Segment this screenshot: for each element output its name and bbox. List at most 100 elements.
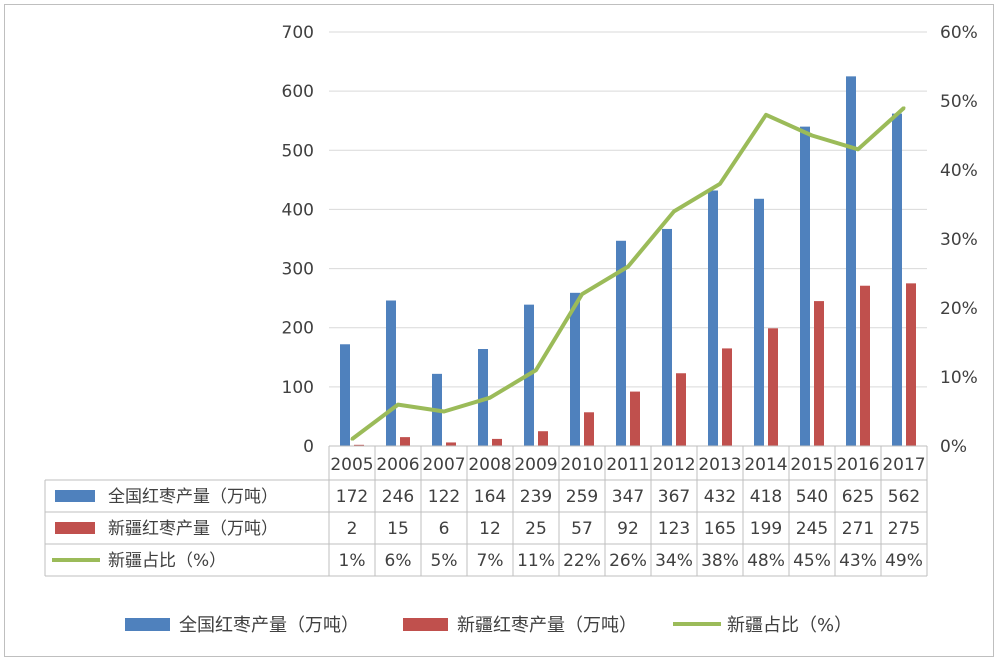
table-cell: 625 — [842, 487, 874, 507]
bar-national — [708, 190, 718, 446]
table-legend-key — [55, 522, 95, 534]
table-cell: 562 — [888, 487, 920, 507]
table-cell: 172 — [336, 487, 368, 507]
bar-xinjiang — [354, 444, 364, 446]
x-tick-label: 2011 — [606, 455, 649, 475]
x-tick-label: 2005 — [330, 455, 373, 475]
table-cell: 6% — [385, 551, 412, 571]
table-cell: 7% — [477, 551, 504, 571]
bar-xinjiang — [906, 283, 916, 446]
bar-national — [754, 198, 764, 446]
line-share-point — [810, 134, 814, 137]
legend-key — [125, 618, 170, 631]
bar-xinjiang — [814, 301, 824, 446]
bar-national — [478, 349, 488, 446]
table-cell: 122 — [428, 487, 460, 507]
table-row-label: 新疆占比（%） — [108, 551, 226, 571]
table-cell: 164 — [474, 487, 506, 507]
bar-xinjiang — [722, 348, 732, 446]
bar-xinjiang — [768, 328, 778, 446]
y-left-tick-label: 400 — [282, 200, 314, 220]
table-cell: 15 — [387, 519, 409, 539]
y-left-tick-label: 200 — [282, 319, 314, 339]
table-cell: 199 — [750, 519, 782, 539]
line-share-point — [350, 437, 354, 441]
bar-national — [616, 240, 626, 446]
x-tick-label: 2015 — [790, 455, 833, 475]
line-share-point — [580, 292, 584, 296]
table-cell: 432 — [704, 487, 736, 507]
table-cell: 123 — [658, 519, 690, 539]
x-tick-label: 2008 — [468, 455, 511, 475]
table-cell: 25 — [525, 519, 547, 539]
line-share-point — [488, 396, 492, 400]
y-right-tick-label: 60% — [940, 23, 978, 43]
table-cell: 275 — [888, 519, 920, 539]
chart-frame — [4, 4, 994, 657]
legend-label: 新疆红枣产量（万吨） — [457, 615, 637, 636]
line-share-point — [856, 147, 860, 151]
bar-national — [340, 344, 350, 446]
bar-xinjiang — [676, 373, 686, 446]
line-share-point — [534, 368, 538, 372]
table-cell: 12 — [479, 519, 501, 539]
line-share-point — [764, 113, 768, 117]
bar-xinjiang — [630, 391, 640, 446]
line-share-point — [442, 410, 446, 413]
table-cell: 1% — [339, 551, 366, 571]
y-right-tick-label: 50% — [940, 92, 978, 112]
bar-national — [570, 292, 580, 446]
table-legend-key — [55, 490, 95, 502]
line-share-point — [902, 106, 906, 110]
table-cell: 540 — [796, 487, 828, 507]
y-left-tick-label: 500 — [282, 141, 314, 161]
x-tick-label: 2016 — [836, 455, 879, 475]
table-cell: 367 — [658, 487, 690, 507]
table-cell: 165 — [704, 519, 736, 539]
y-right-tick-label: 30% — [940, 230, 978, 250]
bar-national — [892, 113, 902, 447]
table-cell: 245 — [796, 519, 828, 539]
table-cell: 5% — [431, 551, 458, 571]
y-left-tick-label: 0 — [303, 437, 314, 457]
bar-xinjiang — [538, 431, 548, 446]
legend-key — [403, 618, 448, 631]
y-right-tick-label: 20% — [940, 299, 978, 319]
bar-national — [662, 228, 672, 446]
table-cell: 26% — [609, 551, 647, 571]
line-share-point — [396, 403, 400, 407]
bar-national — [386, 300, 396, 446]
table-cell: 49% — [885, 551, 923, 571]
bar-national — [846, 76, 856, 446]
y-right-tick-label: 40% — [940, 161, 978, 181]
bar-national — [800, 126, 810, 446]
y-right-tick-label: 10% — [940, 368, 978, 388]
table-cell: 239 — [520, 487, 552, 507]
table-row-label: 全国红枣产量（万吨） — [108, 487, 278, 507]
x-tick-label: 2013 — [698, 455, 741, 475]
table-cell: 11% — [517, 551, 555, 571]
table-cell: 2 — [347, 519, 358, 539]
table-cell: 38% — [701, 551, 739, 571]
line-share-point — [718, 182, 722, 186]
y-right-tick-label: 0% — [940, 437, 967, 457]
table-cell: 92 — [617, 519, 639, 539]
table-cell: 259 — [566, 487, 598, 507]
table-cell: 48% — [747, 551, 785, 571]
bar-xinjiang — [860, 285, 870, 446]
legend-label: 新疆占比（%） — [727, 615, 852, 636]
legend-label: 全国红枣产量（万吨） — [179, 615, 359, 636]
x-tick-label: 2010 — [560, 455, 603, 475]
bar-xinjiang — [446, 442, 456, 446]
table-cell: 6 — [439, 519, 450, 539]
table-cell: 246 — [382, 487, 414, 507]
table-row-label: 新疆红枣产量（万吨） — [108, 519, 278, 539]
table-cell: 271 — [842, 519, 874, 539]
y-left-tick-label: 100 — [282, 378, 314, 398]
line-share-point — [626, 265, 630, 269]
table-cell: 57 — [571, 519, 593, 539]
bar-xinjiang — [400, 437, 410, 446]
x-tick-label: 2014 — [744, 455, 787, 475]
table-cell: 22% — [563, 551, 601, 571]
